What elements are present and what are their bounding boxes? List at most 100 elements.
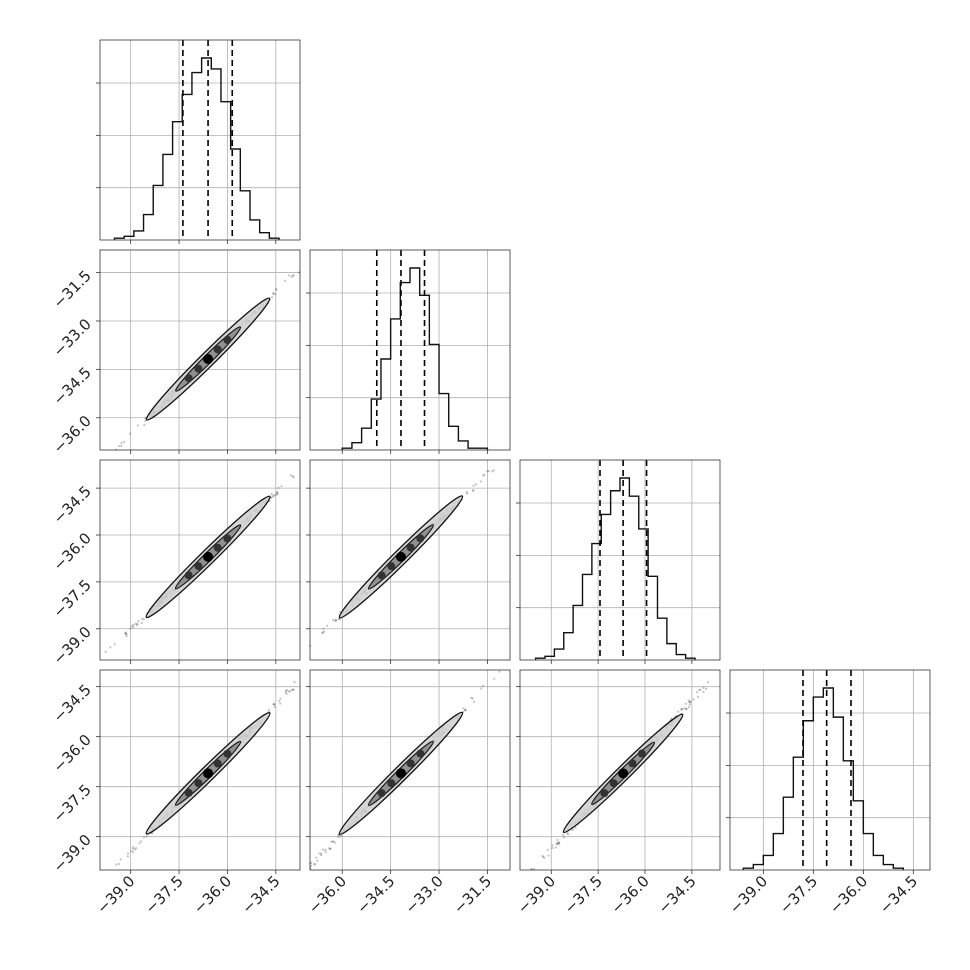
sample-point xyxy=(140,840,143,843)
sample-point xyxy=(482,474,485,477)
sample-point xyxy=(292,274,295,277)
sample-point xyxy=(332,840,335,843)
sample-point xyxy=(571,829,574,832)
sample-point xyxy=(141,617,144,620)
density-core xyxy=(395,768,406,779)
sample-point xyxy=(273,703,276,706)
sample-point xyxy=(331,840,335,843)
sample-point xyxy=(337,833,340,836)
sample-point xyxy=(326,624,329,627)
density-core xyxy=(416,749,425,758)
sample-point xyxy=(551,844,554,847)
sample-point xyxy=(335,619,338,622)
density-core xyxy=(609,779,618,788)
sample-point xyxy=(542,855,545,859)
sample-point xyxy=(706,681,710,684)
sample-point xyxy=(474,483,478,486)
y-tick-label: −31.5 xyxy=(50,267,95,312)
sample-point xyxy=(129,849,133,853)
y-tick-label: −34.5 xyxy=(50,482,95,527)
sample-point xyxy=(483,473,486,476)
sample-point xyxy=(115,863,118,866)
sample-point xyxy=(541,854,544,858)
sample-point xyxy=(562,836,566,839)
sample-point xyxy=(685,707,688,711)
scatter-panel-1-0: −36.0−34.5−33.0−31.5 xyxy=(50,249,301,457)
panel-frame xyxy=(309,669,511,871)
density-core xyxy=(618,768,629,779)
sample-point xyxy=(132,623,135,627)
sample-point xyxy=(136,622,139,625)
sample-point xyxy=(137,620,140,623)
sample-point xyxy=(330,840,333,843)
sample-point xyxy=(138,842,141,845)
sample-point xyxy=(688,700,691,703)
histogram-step xyxy=(534,477,696,660)
density-core xyxy=(387,562,396,571)
sample-point xyxy=(273,705,276,709)
sample-point xyxy=(320,854,323,857)
sample-point xyxy=(289,690,292,693)
density-core xyxy=(184,788,193,797)
scatter-panel-3-1: −36.0 −34.5 −33.0 −31.5 xyxy=(305,669,511,917)
sample-point xyxy=(702,690,705,694)
sample-point xyxy=(554,846,557,849)
sample-point xyxy=(562,833,565,836)
scatter-panel-2-1 xyxy=(306,459,511,664)
sample-point xyxy=(142,618,145,621)
sample-point xyxy=(143,417,147,420)
density-core xyxy=(184,374,193,383)
x-tick-label: −37.5 xyxy=(561,872,606,917)
x-tick-label: −37.5 xyxy=(776,872,821,917)
sample-point xyxy=(297,271,301,274)
density-core xyxy=(637,749,646,758)
sample-point xyxy=(687,706,691,709)
y-tick-label: −36.0 xyxy=(50,731,95,776)
sample-point xyxy=(688,701,691,704)
sample-point xyxy=(134,848,137,851)
sample-point xyxy=(292,688,295,691)
sample-point xyxy=(309,864,313,867)
sample-point xyxy=(320,631,324,635)
sample-point xyxy=(695,691,699,694)
sample-point xyxy=(276,492,279,495)
sample-point xyxy=(131,846,135,849)
sample-point xyxy=(275,491,278,494)
sample-point xyxy=(290,688,294,691)
sample-point xyxy=(273,493,277,497)
sample-point xyxy=(135,847,138,850)
sample-point xyxy=(688,703,691,706)
sample-point xyxy=(492,469,495,472)
histogram-step xyxy=(742,687,905,870)
sample-point xyxy=(123,631,127,635)
sample-point xyxy=(292,688,295,691)
sample-point xyxy=(558,841,561,844)
histogram-panel-2 xyxy=(516,459,721,664)
sample-point xyxy=(285,692,288,695)
sample-point xyxy=(464,709,467,712)
sample-point xyxy=(567,832,570,836)
sample-point xyxy=(272,703,275,706)
sample-point xyxy=(131,850,135,854)
density-core xyxy=(600,789,609,798)
sample-point xyxy=(556,841,560,844)
y-tick-label: −34.5 xyxy=(50,363,95,408)
sample-point xyxy=(271,296,274,299)
sample-point xyxy=(546,848,549,851)
density-core xyxy=(223,335,232,344)
sample-point xyxy=(142,836,146,839)
sample-point xyxy=(313,863,316,866)
sample-point xyxy=(313,862,316,866)
sample-point xyxy=(680,708,683,712)
histogram-panel-0 xyxy=(96,39,301,244)
sample-point xyxy=(481,684,485,687)
sample-point xyxy=(134,622,137,626)
sample-point xyxy=(131,625,134,628)
sample-point xyxy=(465,491,468,494)
sample-point xyxy=(322,631,325,634)
sample-point xyxy=(338,617,341,621)
density-core xyxy=(213,345,222,354)
y-tick-label: −39.0 xyxy=(50,831,95,876)
y-tick-label: −36.0 xyxy=(50,412,95,457)
